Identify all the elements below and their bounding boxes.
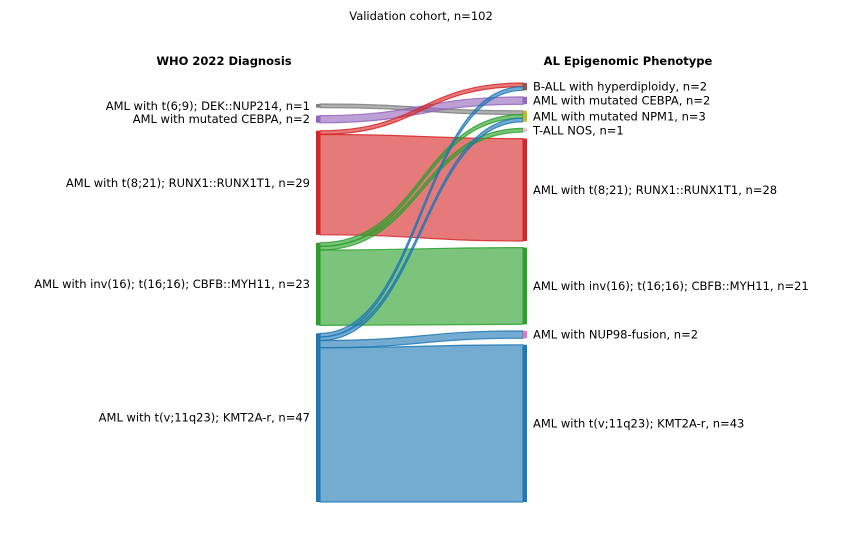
flow-L_kmt-to-R_kmt — [319, 344, 524, 503]
right-node-bar-R_tall — [523, 128, 527, 133]
right-node-label-R_nup98: AML with NUP98-fusion, n=2 — [533, 328, 698, 342]
right-node-bar-R_kmt — [523, 344, 527, 502]
right-node-bar-R_cbfb — [523, 247, 527, 325]
flow-links — [319, 82, 524, 503]
right-column-header: AL Epigenomic Phenotype — [544, 54, 713, 68]
right-node-label-R_cbfb: AML with inv(16); t(16;16); CBFB::MYH11,… — [533, 279, 809, 293]
right-node-bar-R_runx — [523, 138, 527, 241]
node-bars — [316, 83, 527, 502]
left-node-label-L_cbfb: AML with inv(16); t(16;16); CBFB::MYH11,… — [34, 277, 310, 291]
flow-L_cbfb-to-R_cbfb — [319, 246, 524, 326]
right-node-label-R_npm1: AML with mutated NPM1, n=3 — [533, 109, 706, 123]
right-node-bar-R_nup98 — [523, 330, 527, 339]
left-node-bar-L_runx — [316, 130, 320, 235]
chart-title: Validation cohort, n=102 — [349, 9, 493, 23]
left-column-header: WHO 2022 Diagnosis — [156, 54, 291, 68]
left-node-label-L_dek: AML with t(6;9); DEK::NUP214, n=1 — [106, 99, 310, 113]
left-node-label-L_runx: AML with t(8;21); RUNX1::RUNX1T1, n=29 — [66, 176, 310, 190]
right-node-label-R_runx: AML with t(8;21); RUNX1::RUNX1T1, n=28 — [533, 183, 777, 197]
right-node-label-R_cebpa: AML with mutated CEBPA, n=2 — [533, 94, 710, 108]
left-node-bar-L_cbfb — [316, 242, 320, 326]
right-node-bar-R_ball — [523, 83, 527, 91]
right-node-label-R_ball: B-ALL with hyperdiploidy, n=2 — [533, 80, 707, 94]
left-node-bar-L_cebpa — [316, 115, 320, 123]
right-node-label-R_kmt: AML with t(v;11q23); KMT2A-r, n=43 — [533, 416, 744, 430]
left-node-bar-L_kmt — [316, 333, 320, 502]
right-node-bar-R_cebpa — [523, 96, 527, 105]
left-node-label-L_cebpa: AML with mutated CEBPA, n=2 — [133, 112, 310, 126]
left-node-label-L_kmt: AML with t(v;11q23); KMT2A-r, n=47 — [99, 411, 310, 425]
right-node-label-R_tall: T-ALL NOS, n=1 — [532, 123, 624, 137]
right-node-bar-R_npm1 — [523, 110, 527, 122]
left-node-bar-L_dek — [316, 104, 320, 108]
